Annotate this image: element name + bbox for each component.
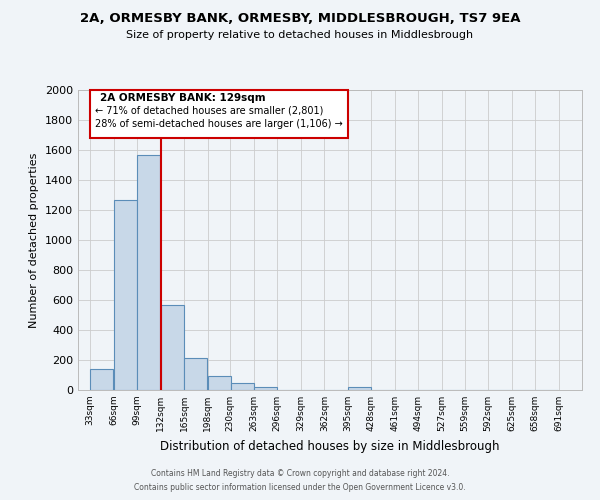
Text: Contains HM Land Registry data © Crown copyright and database right 2024.: Contains HM Land Registry data © Crown c…: [151, 468, 449, 477]
Bar: [137, 154, 160, 390]
Text: 2A, ORMESBY BANK, ORMESBY, MIDDLESBROUGH, TS7 9EA: 2A, ORMESBY BANK, ORMESBY, MIDDLESBROUGH…: [80, 12, 520, 26]
Bar: [161, 304, 184, 390]
Bar: [114, 200, 137, 390]
Bar: [90, 369, 113, 390]
X-axis label: Distribution of detached houses by size in Middlesbrough: Distribution of detached houses by size …: [160, 440, 500, 452]
Bar: [230, 382, 254, 390]
Y-axis label: Number of detached properties: Number of detached properties: [29, 152, 40, 328]
Bar: [208, 376, 231, 390]
Bar: [184, 358, 208, 390]
Text: Size of property relative to detached houses in Middlesbrough: Size of property relative to detached ho…: [127, 30, 473, 40]
Bar: [348, 387, 371, 390]
FancyBboxPatch shape: [90, 90, 348, 138]
Text: 2A ORMESBY BANK: 129sqm: 2A ORMESBY BANK: 129sqm: [100, 93, 266, 103]
Text: ← 71% of detached houses are smaller (2,801): ← 71% of detached houses are smaller (2,…: [95, 105, 323, 115]
Text: Contains public sector information licensed under the Open Government Licence v3: Contains public sector information licen…: [134, 484, 466, 492]
Bar: [254, 386, 277, 390]
Text: 28% of semi-detached houses are larger (1,106) →: 28% of semi-detached houses are larger (…: [95, 119, 343, 129]
